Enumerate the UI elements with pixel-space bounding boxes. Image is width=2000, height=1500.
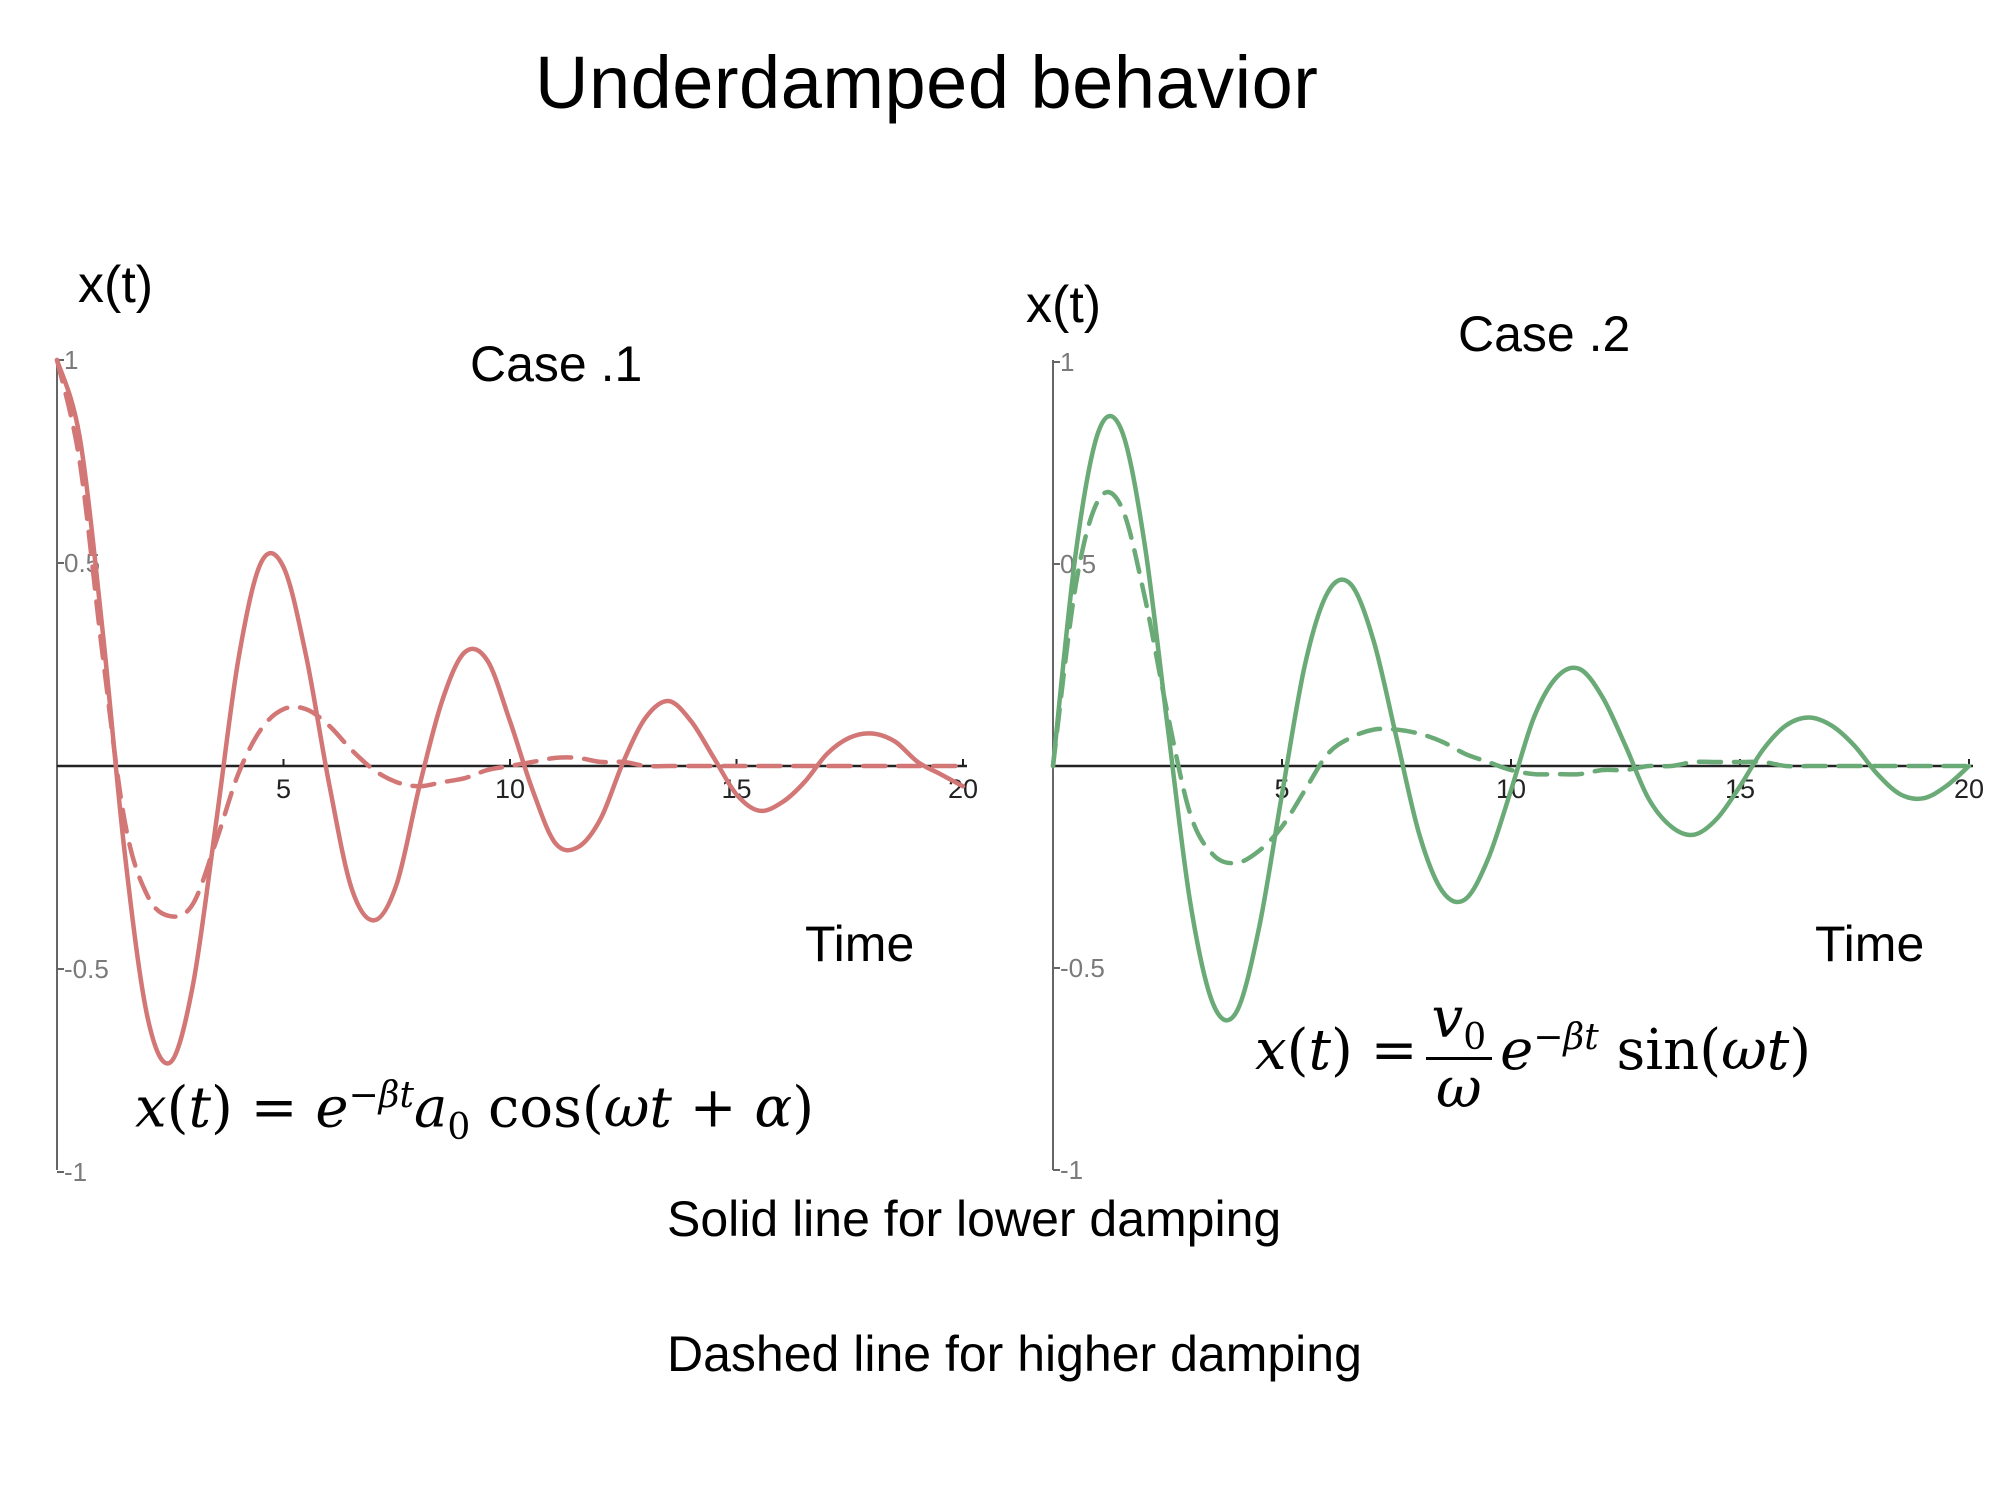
case-2-x-axis-label: Time [1815, 916, 1925, 972]
case-1-x-tick-label: 5 [276, 774, 291, 804]
solid-line-note: Solid line for lower damping [667, 1191, 1282, 1247]
case-1-y-tick-label: 1 [64, 345, 78, 375]
case-2-y-tick-label: -1 [1060, 1155, 1083, 1185]
case-2-x-tick-label: 20 [1954, 774, 1984, 804]
case-2-series-solid [1050, 413, 1972, 1023]
chart-case-2: 10.5-0.5-15 10 15 20 [1050, 347, 1984, 1185]
case-1-title: Case .1 [470, 336, 643, 392]
case-1-x-tick-label: 10 [495, 774, 525, 804]
case-1-series-dashed [54, 357, 966, 919]
case-1-series-solid [54, 357, 966, 1066]
case-2-formula: x(t) = v0 ω e−βt sin(ωt) [1255, 986, 1812, 1121]
case-1-x-axis-label: Time [805, 916, 915, 972]
chart-case-1: 10.5-0.5-15 10 15 20 [54, 345, 978, 1187]
case-2-y-tick-label: 1 [1060, 347, 1074, 377]
case-1-formula: x(t) = e−βta0 cos(ωt + α) [135, 1075, 815, 1148]
case-2-y-tick-label: -0.5 [1060, 953, 1105, 983]
case-2-series-dashed [1050, 489, 1972, 866]
dashed-line-note: Dashed line for higher damping [667, 1326, 1362, 1382]
case-2-y-axis-label: x(t) [1026, 276, 1102, 334]
case-1-y-tick-label: -1 [64, 1157, 87, 1187]
case-2-title: Case .2 [1458, 306, 1631, 362]
case-1-y-axis-label: x(t) [78, 256, 154, 314]
page-title: Underdamped behavior [535, 41, 1319, 124]
case-1-y-tick-label: -0.5 [64, 954, 109, 984]
